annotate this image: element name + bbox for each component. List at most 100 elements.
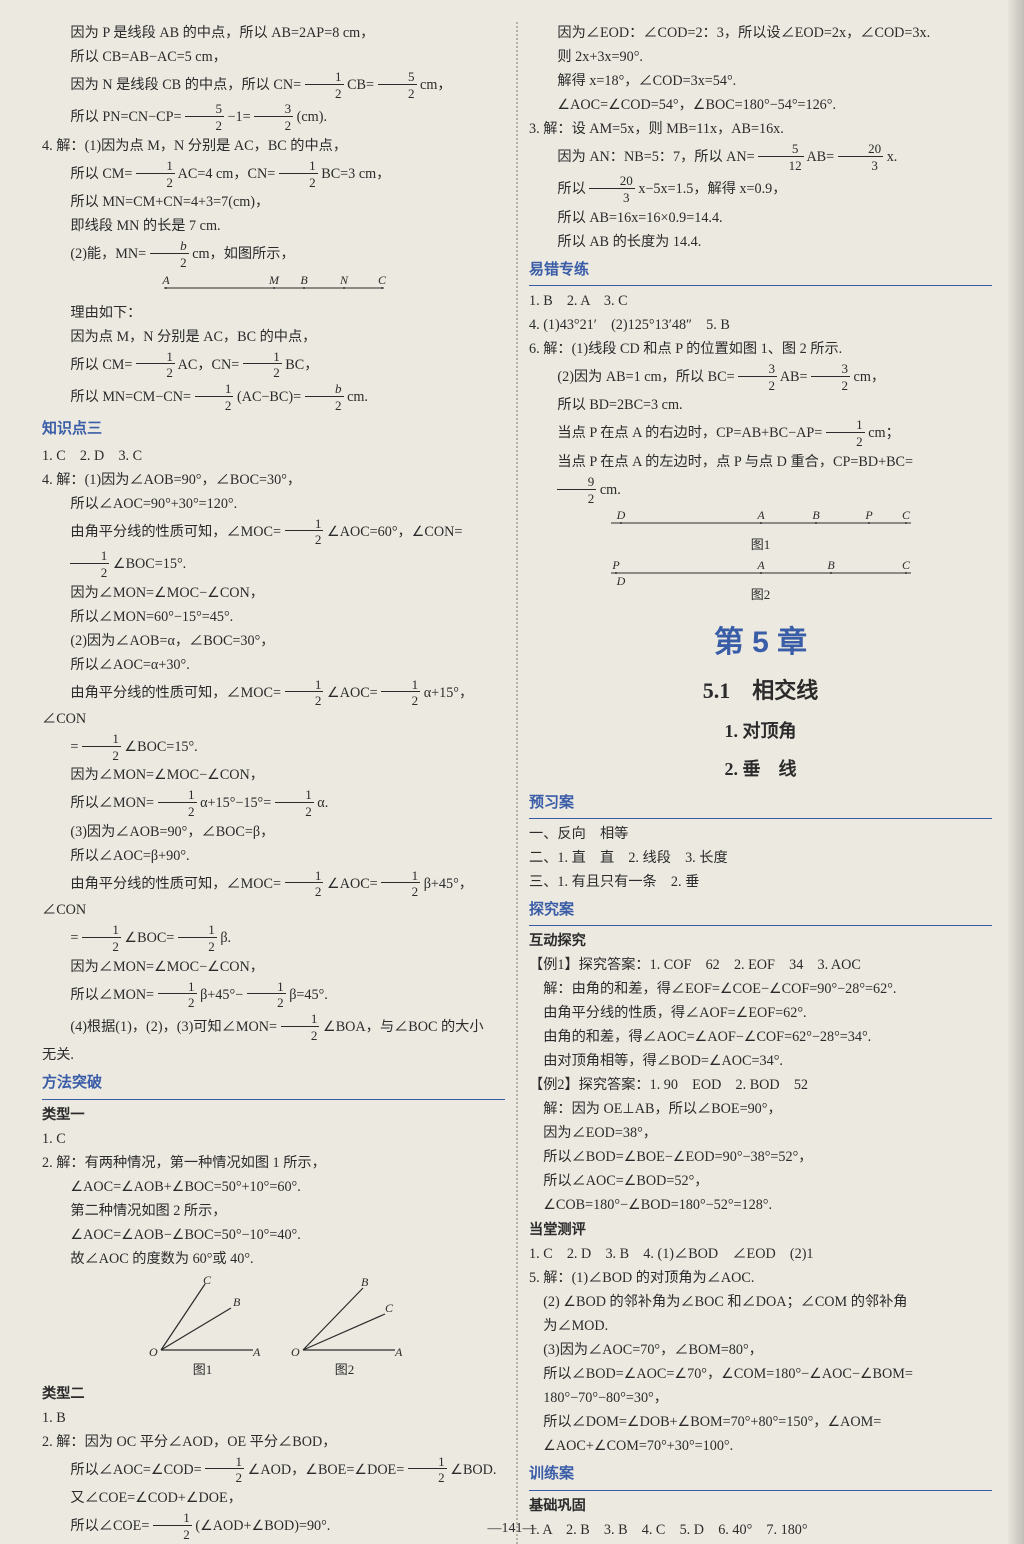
body-text: 理由如下： [42,302,505,324]
body-text: 所以∠BOD=∠BOE−∠EOD=90°−38°=52°， [529,1146,992,1168]
page-number: —141— [0,1518,1024,1540]
body-text: 二、1. 直 直 2. 线段 3. 长度 [529,847,992,869]
fraction: 12 [285,678,324,708]
body-text: 三、1. 有且只有一条 2. 垂 [529,871,992,893]
section-heading: 方法突破 [42,1072,505,1095]
figure-label-B: C [385,1301,394,1315]
fraction: 12 [285,869,324,899]
body-text: 【例1】探究答案：1. COF 62 2. EOF 34 3. AOC [529,954,992,976]
text: ∠BOC=15°. [113,556,186,572]
body-text: 由角平分线的性质可知，∠MOC= 12 ∠AOC= 12 α+15°，∠CON [42,678,505,730]
figure-label: B [812,508,820,522]
text: 由角平分线的性质可知，∠MOC= [70,524,281,540]
figure-pair: O A B C 图1 O A [42,1274,505,1380]
body-text: 所以∠AOC=α+30°. [42,654,505,676]
fraction: 12 [136,350,175,380]
body-text: 所以 CM= 12 AC=4 cm，CN= 12 BC=3 cm， [42,159,505,189]
fraction: 12 [408,1455,447,1485]
chapter-subsection: 2. 垂 线 [529,756,992,784]
fraction: 512 [758,142,803,172]
figure-label-B: B [233,1295,241,1309]
text: cm； [868,426,900,442]
figure-label: D [615,508,625,522]
figure-label-A: A [394,1345,403,1359]
answer-line: 1. C 2. D 3. B 4. (1)∠BOD ∠EOD (2)1 [529,1243,992,1265]
figure-label: B [827,558,835,572]
body-text: 解：由角的和差，得∠EOF=∠COE−∠COF=90°−28°=62°. [529,978,992,1000]
chapter-title: 第 5 章 [529,620,992,667]
body-text: 所以∠AOC=∠COD= 12 ∠AOD，∠BOE=∠DOE= 12 ∠BOD. [42,1455,505,1485]
body-text: 因为 N 是线段 CB 的中点，所以 CN= 12 CB= 52 cm， [42,70,505,100]
body-text: 则 2x+3x=90°. [529,46,992,68]
text: CB= [347,77,374,93]
body-text: 所以∠MON= 12 β+45°− 12 β=45°. [42,980,505,1010]
body-text: (2)能，MN= b2 cm，如图所示， [42,239,505,269]
text: ∠AOC= [327,685,378,701]
text: = [70,930,78,946]
body-text: 因为点 M，N 分别是 AC，BC 的中点， [42,326,505,348]
text: ∠AOC= [327,876,378,892]
figure-segment-ambnc: A M B N C [42,272,505,300]
body-text: 12 ∠BOC=15°. [42,549,505,579]
figure-caption: 图2 [529,585,992,605]
body-text: 解：因为 OE⊥AB，所以∠BOE=90°， [529,1098,992,1120]
text: cm， [854,369,886,385]
fraction: b2 [150,239,189,269]
section-heading: 知识点三 [42,418,505,441]
fraction: 12 [82,732,121,762]
body-text: 又∠COE=∠COD+∠DOE， [42,1487,505,1509]
text: (cm). [297,110,327,126]
text: cm， [420,77,452,93]
section-heading: 训练案 [529,1463,992,1486]
text: ∠BOC=15°. [124,739,197,755]
body-text: 所以∠AOC=∠BOD=52°， [529,1170,992,1192]
fraction: 12 [285,517,324,547]
text: = [70,739,78,755]
fraction: 12 [178,923,217,953]
text: AB= [806,149,834,165]
body-text: 由对顶角相等，得∠BOD=∠AOC=34°. [529,1050,992,1072]
figure-label: A [756,508,765,522]
body-text: 所以 PN=CN−CP= 52 −1= 32 (cm). [42,102,505,132]
fraction: 12 [247,980,286,1010]
body-text: 4. 解：(1)因为点 M，N 分别是 AC，BC 的中点， [42,135,505,157]
answer-line: 1. B [42,1407,505,1429]
subheading: 基础巩固 [529,1495,992,1517]
fraction: 12 [243,350,282,380]
fraction: 32 [811,362,850,392]
body-text: 所以 AB=16x=16×0.9=14.4. [529,207,992,229]
figure-caption: 图1 [529,535,992,555]
fraction: 12 [136,159,175,189]
text: ∠BOD. [450,1462,496,1478]
body-text: (4)根据(1)，(2)，(3)可知∠MON= 12 ∠BOA，与∠BOC 的大… [42,1012,505,1042]
answer-line: 1. B 2. A 3. C [529,290,992,312]
body-text: 4. 解：(1)因为∠AOB=90°，∠BOC=30°， [42,469,505,491]
body-text: 所以∠AOC=β+90°. [42,845,505,867]
text: 所以 MN=CM−CN= [70,389,191,405]
text: 因为 N 是线段 CB 的中点，所以 CN= [70,77,301,93]
text: BC， [285,357,318,373]
body-text: 因为 P 是线段 AB 的中点，所以 AB=2AP=8 cm， [42,22,505,44]
body-text: 所以∠BOD=∠AOC=∠70°，∠COM=180°−∠AOC−∠BOM= [529,1363,992,1385]
body-text: 所以 BD=2BC=3 cm. [529,394,992,416]
body-text: 所以 CM= 12 AC，CN= 12 BC， [42,350,505,380]
body-text: 一、反向 相等 [529,823,992,845]
text: ∠AOD，∠BOE=∠DOE= [248,1462,405,1478]
subheading: 类型一 [42,1104,505,1126]
fraction: 12 [82,923,121,953]
text: cm，如图所示， [192,246,294,262]
text: −1= [228,110,251,126]
text: x. [887,149,898,165]
figure-label: C [901,508,910,522]
body-text: (2)因为 AB=1 cm，所以 BC= 32 AB= 32 cm， [529,362,992,392]
paper-edge-shadow [1008,0,1024,1544]
chapter-subsection: 1. 对顶角 [529,718,992,746]
text: ∠BOC= [124,930,174,946]
fraction: 92 [557,475,596,505]
fraction: 52 [185,102,224,132]
fraction: 203 [589,174,634,204]
figure-label-C: C [203,1274,212,1287]
figure-caption: 图1 [143,1360,263,1380]
body-text: ∠AOC=∠COD=54°，∠BOC=180°−54°=126°. [529,94,992,116]
column-divider [507,22,527,1544]
